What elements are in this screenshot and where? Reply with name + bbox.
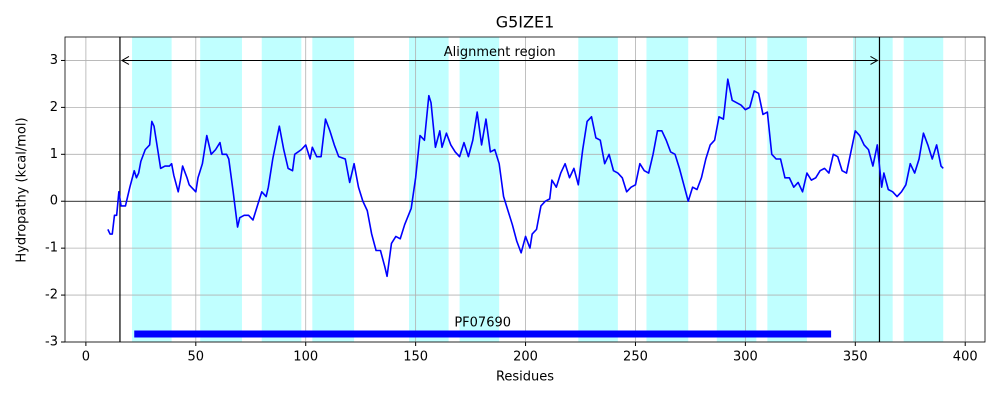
y-tick-label: 0 <box>50 194 58 209</box>
tm-region <box>132 37 172 342</box>
tm-region <box>646 37 689 342</box>
arrow-head <box>870 56 879 65</box>
y-tick-label: 1 <box>50 147 58 162</box>
x-tick-label: 350 <box>843 350 868 365</box>
tm-region <box>200 37 242 342</box>
y-axis-label: Hydropathy (kcal/mol) <box>15 117 30 262</box>
tm-region <box>853 37 893 342</box>
y-tick-label: -1 <box>45 241 58 256</box>
y-tick-label: -3 <box>45 335 58 350</box>
x-tick-label: 400 <box>953 350 978 365</box>
tm-region <box>312 37 355 342</box>
tm-region <box>716 37 757 342</box>
y-tick-label: -2 <box>45 288 58 303</box>
x-tick-label: 0 <box>82 350 90 365</box>
alignment-label: Alignment region <box>444 45 556 60</box>
tm-region <box>578 37 618 342</box>
domain-label: PF07690 <box>454 316 511 331</box>
y-tick-label: 3 <box>50 53 58 68</box>
x-tick-label: 300 <box>733 350 758 365</box>
x-tick-label: 150 <box>403 350 428 365</box>
y-tick-label: 2 <box>50 100 58 115</box>
tm-region <box>459 37 500 342</box>
tm-region <box>767 37 807 342</box>
x-tick-label: 250 <box>623 350 648 365</box>
chart-title: G5IZE1 <box>496 13 555 32</box>
plot-frame <box>64 36 986 343</box>
hydropathy-line <box>107 78 944 278</box>
x-tick-label: 100 <box>293 350 318 365</box>
x-tick-label: 200 <box>513 350 538 365</box>
tm-region <box>903 37 944 342</box>
arrow-head <box>120 56 130 65</box>
x-tick-label: 50 <box>188 350 205 365</box>
x-axis-label: Residues <box>496 370 554 385</box>
tm-region <box>409 37 449 342</box>
